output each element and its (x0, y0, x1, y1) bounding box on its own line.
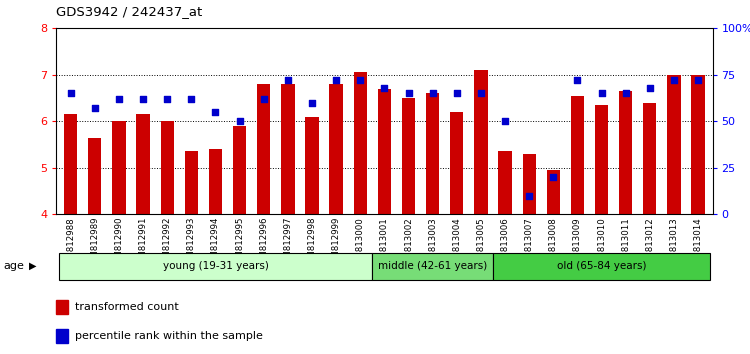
Bar (233, 126, 246, 214)
Point (161, 96, 173, 102)
Bar (493, 253, 710, 280)
Text: GDS3942 / 242437_at: GDS3942 / 242437_at (56, 5, 202, 18)
Bar (595, 105, 608, 214)
Bar (547, 170, 560, 214)
Bar (257, 84, 271, 214)
Bar (64, 114, 77, 214)
Point (451, 91, 463, 96)
Bar (58, 253, 372, 280)
Point (378, 85, 390, 91)
Text: ▶: ▶ (28, 261, 36, 271)
Bar (668, 75, 680, 214)
Text: age: age (4, 261, 25, 271)
Text: middle (42-61 years): middle (42-61 years) (378, 261, 488, 272)
Bar (353, 73, 367, 214)
Text: percentile rank within the sample: percentile rank within the sample (74, 331, 262, 341)
Text: young (19-31 years): young (19-31 years) (163, 261, 268, 272)
Point (620, 91, 632, 96)
Point (403, 91, 415, 96)
Point (524, 193, 536, 198)
Point (644, 85, 656, 91)
Point (113, 96, 125, 102)
Bar (88, 137, 101, 214)
Bar (692, 75, 705, 214)
Point (137, 96, 149, 102)
Bar (402, 98, 416, 214)
Point (475, 91, 487, 96)
Point (282, 78, 294, 83)
Bar (450, 112, 464, 214)
Bar (474, 70, 488, 214)
Bar (523, 154, 536, 214)
Bar (372, 253, 493, 280)
Bar (571, 96, 584, 214)
Bar (160, 121, 174, 214)
Bar (305, 116, 319, 214)
Bar (426, 93, 439, 214)
Bar (209, 149, 222, 214)
Point (499, 118, 511, 124)
Bar (56, 329, 68, 343)
Point (88, 105, 101, 111)
Point (548, 174, 560, 180)
Text: transformed count: transformed count (74, 302, 178, 313)
Bar (136, 114, 150, 214)
Bar (329, 84, 343, 214)
Point (306, 100, 318, 105)
Bar (112, 121, 125, 214)
Point (233, 118, 245, 124)
Point (330, 78, 342, 83)
Point (64, 91, 76, 96)
Point (185, 96, 197, 102)
Bar (644, 103, 656, 214)
Bar (378, 89, 391, 214)
Point (668, 78, 680, 83)
Point (572, 78, 584, 83)
Bar (619, 91, 632, 214)
Point (209, 109, 221, 115)
Point (692, 78, 704, 83)
Text: old (65-84 years): old (65-84 years) (556, 261, 646, 272)
Point (427, 91, 439, 96)
Bar (184, 152, 198, 214)
Point (354, 78, 366, 83)
Point (258, 96, 270, 102)
Point (596, 91, 608, 96)
Bar (281, 84, 295, 214)
Bar (498, 152, 512, 214)
Bar (56, 301, 68, 314)
